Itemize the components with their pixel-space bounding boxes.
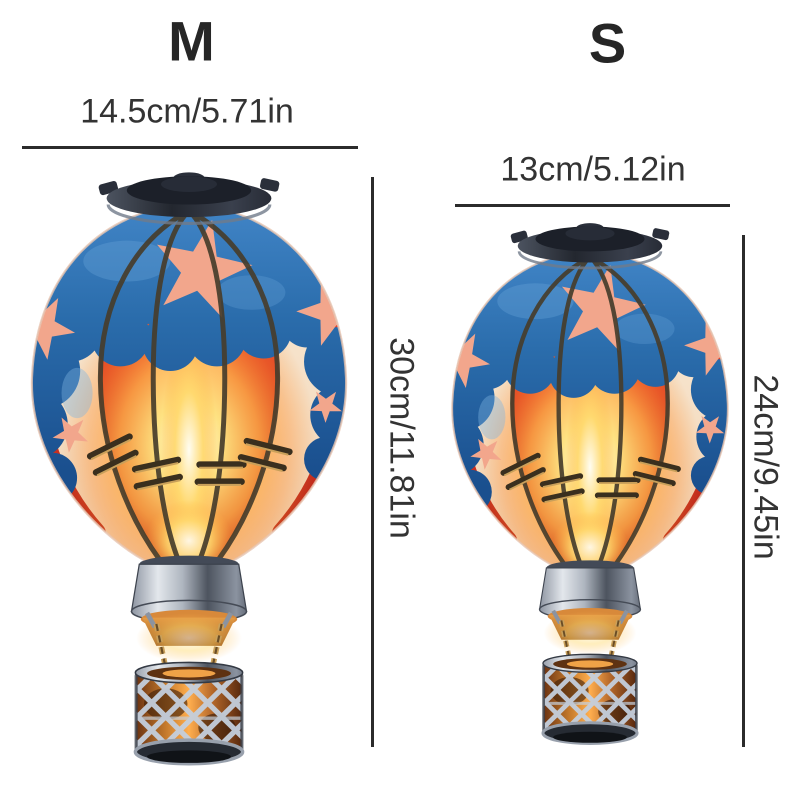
width-dimension-line-m [22,146,358,149]
height-dimension-line-m [371,177,374,747]
height-dimension-label-s: 24cm/9.45in [746,374,785,560]
height-dimension-label-m: 30cm/11.81in [382,337,421,539]
width-dimension-line-s [455,204,730,207]
size-label-m: M [168,9,216,73]
height-dimension-line-s [742,235,745,747]
size-label-s: S [588,11,628,75]
width-dimension-label-m: 14.5cm/5.71in [80,92,294,131]
width-dimension-label-s: 13cm/5.12in [500,150,686,189]
hot-air-balloon-lantern-image-m [18,170,360,770]
hot-air-balloon-lantern-image-s [440,221,740,749]
